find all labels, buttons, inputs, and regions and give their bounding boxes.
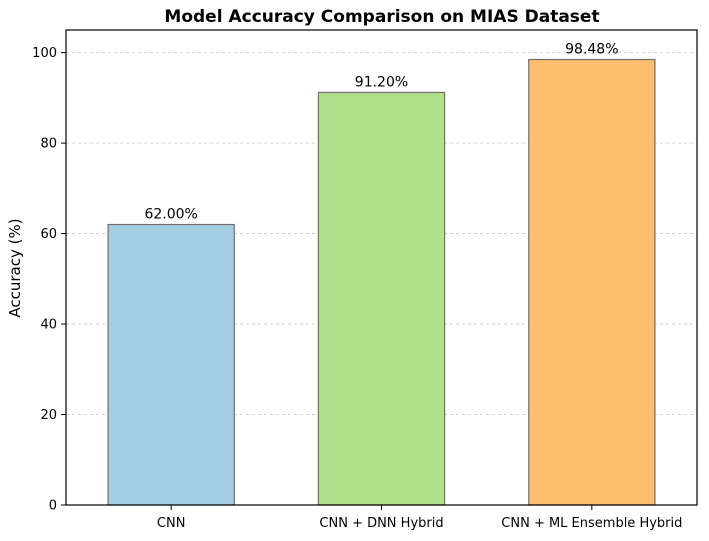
y-tick-label-2: 40: [40, 318, 57, 333]
plot-frame: [65, 29, 698, 506]
bar-1: [107, 223, 235, 506]
x-tick-label-2: CNN + DNN Hybrid: [319, 516, 443, 531]
y-tick-label-5: 100: [32, 46, 57, 61]
chart-title: Model Accuracy Comparison on MIAS Datase…: [164, 7, 599, 27]
axes: 0 20 40 60 80 100 CNN CNN + DNN Hybrid CNN + ML …: [32, 29, 698, 531]
y-tick-label-1: 20: [40, 408, 57, 423]
x-tick-label-1: CNN: [157, 516, 186, 531]
bar-3: [528, 58, 656, 506]
data-label-3: 98.48%: [565, 41, 618, 57]
y-axis-label: Accuracy (%): [6, 218, 24, 317]
bars: [107, 58, 656, 506]
data-label-2: 91.20%: [355, 74, 408, 90]
x-tick-label-3: CNN + ML Ensemble Hybrid: [501, 516, 682, 531]
y-tick-label-3: 60: [40, 227, 57, 242]
bar-2: [317, 91, 446, 506]
y-tick-label-4: 80: [40, 137, 57, 152]
data-labels: 62.00% 91.20% 98.48%: [144, 41, 618, 222]
data-label-1: 62.00%: [144, 207, 197, 223]
y-tick-label-0: 0: [49, 499, 57, 514]
